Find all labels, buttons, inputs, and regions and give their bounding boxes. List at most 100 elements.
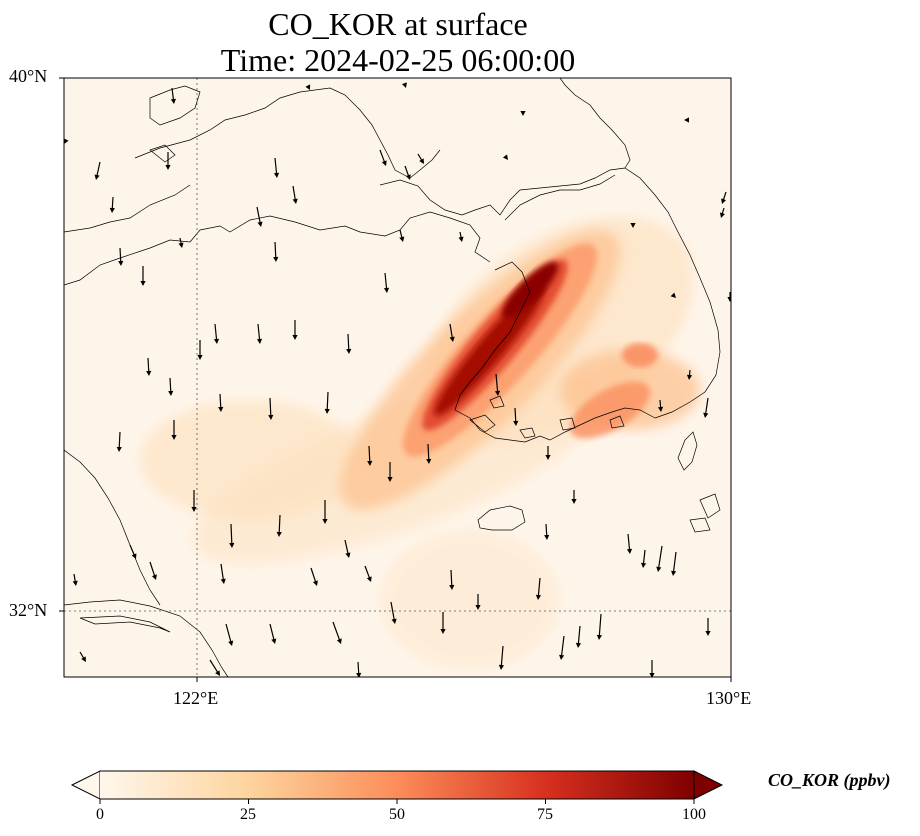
wind-arrow bbox=[498, 645, 505, 670]
wind-arrow bbox=[684, 117, 689, 123]
wind-arrow bbox=[322, 500, 328, 524]
wind-arrow bbox=[575, 625, 582, 648]
wind-arrow bbox=[140, 266, 146, 286]
wind-arrow bbox=[276, 514, 282, 537]
map-title: CO_KOR at surface bbox=[268, 6, 528, 42]
wind-arrow bbox=[149, 561, 157, 580]
wind-arrow bbox=[657, 399, 664, 412]
wind-arrow bbox=[305, 84, 311, 90]
colorbar-tick-50: 50 bbox=[389, 806, 405, 823]
wind-arrow bbox=[220, 563, 226, 584]
wind-arrow bbox=[475, 594, 481, 610]
wind-arrow bbox=[721, 191, 727, 204]
map-frame bbox=[63, 77, 732, 678]
colorbar-tick-75: 75 bbox=[537, 806, 553, 823]
wind-arrow bbox=[535, 577, 542, 600]
wind-arrow bbox=[292, 185, 298, 204]
wind-arrow bbox=[417, 153, 424, 164]
wind-arrow bbox=[379, 149, 387, 166]
colorbar-gradient bbox=[100, 771, 694, 799]
wind-arrow bbox=[109, 196, 115, 213]
wind-arrow bbox=[256, 206, 263, 227]
colorbar-tick-100: 100 bbox=[682, 806, 706, 823]
wind-arrow bbox=[670, 292, 676, 298]
wind-arrow bbox=[129, 544, 137, 559]
wind-arrow bbox=[401, 82, 407, 88]
wind-arrow bbox=[559, 635, 565, 660]
wind-vectors bbox=[64, 82, 731, 677]
wind-arrow bbox=[387, 462, 393, 482]
wind-arrow bbox=[72, 573, 78, 586]
wind-arrow bbox=[364, 565, 372, 582]
coastlines bbox=[64, 78, 721, 677]
wind-arrow bbox=[146, 357, 152, 376]
wind-arrow bbox=[383, 272, 390, 293]
wind-arrow bbox=[168, 377, 174, 396]
wind-arrow bbox=[273, 241, 279, 262]
map-time: Time: 2024-02-25 06:00:00 bbox=[220, 42, 576, 78]
wind-arrow bbox=[367, 445, 373, 466]
wind-arrow bbox=[118, 247, 124, 266]
wind-arrow bbox=[218, 393, 224, 412]
colorbar-extend-high bbox=[693, 770, 724, 800]
wind-arrow bbox=[494, 373, 501, 396]
lat-label-40n: 40°N bbox=[9, 66, 48, 86]
wind-arrow bbox=[404, 165, 411, 180]
wind-arrow bbox=[571, 490, 577, 504]
wind-arrow bbox=[458, 231, 464, 242]
colorbar-tick-25: 25 bbox=[240, 806, 256, 823]
wind-arrow bbox=[310, 567, 318, 586]
wind-arrow bbox=[344, 539, 351, 558]
wind-arrow bbox=[727, 292, 731, 302]
colorbar-label: CO_KOR (ppbv) bbox=[768, 770, 891, 790]
wind-arrow bbox=[449, 569, 455, 590]
wind-arrow bbox=[640, 549, 647, 568]
wind-arrow bbox=[545, 446, 551, 460]
wind-arrow bbox=[502, 154, 508, 160]
wind-arrow bbox=[449, 323, 455, 342]
wind-arrow bbox=[356, 661, 362, 677]
wind-arrow bbox=[209, 659, 220, 676]
lat-label-32n: 32°N bbox=[9, 600, 48, 620]
wind-arrow bbox=[544, 523, 550, 540]
wind-arrow bbox=[596, 613, 602, 640]
wind-arrow bbox=[390, 601, 397, 624]
wind-arrow bbox=[649, 660, 655, 677]
wind-arrow bbox=[703, 397, 709, 418]
wind-arrow bbox=[324, 391, 330, 414]
wind-arrow bbox=[269, 623, 277, 644]
axis-ticks bbox=[59, 77, 732, 682]
wind-arrow bbox=[268, 397, 274, 420]
wind-arrow bbox=[64, 138, 69, 144]
wind-arrow bbox=[630, 223, 636, 228]
wind-arrow bbox=[191, 490, 197, 512]
wind-arrow bbox=[165, 152, 171, 170]
wind-arrow bbox=[273, 157, 280, 178]
wind-arrow bbox=[79, 651, 86, 662]
wind-arrow bbox=[178, 237, 184, 248]
wind-arrow bbox=[705, 618, 711, 636]
wind-arrow bbox=[213, 323, 220, 344]
wind-arrow bbox=[719, 207, 725, 218]
wind-arrow bbox=[656, 545, 663, 572]
lon-label-130e: 130°E bbox=[706, 688, 752, 708]
wind-arrow bbox=[513, 407, 519, 426]
wind-arrow bbox=[346, 333, 352, 354]
colorbar-tick-0: 0 bbox=[96, 806, 104, 823]
colorbar-extend-low bbox=[70, 770, 101, 800]
wind-arrow bbox=[229, 523, 235, 548]
lon-label-122e: 122°E bbox=[173, 688, 219, 708]
wind-arrow bbox=[686, 369, 693, 380]
wind-arrow bbox=[292, 320, 298, 340]
wind-arrow bbox=[671, 551, 677, 576]
wind-arrow bbox=[256, 323, 263, 344]
wind-arrow bbox=[225, 623, 234, 646]
wind-arrow bbox=[520, 111, 526, 116]
wind-arrow bbox=[171, 420, 177, 440]
wind-arrow bbox=[94, 161, 101, 180]
wind-arrow bbox=[626, 533, 633, 554]
wind-arrow bbox=[426, 443, 432, 464]
gridlines bbox=[64, 78, 731, 677]
wind-arrow bbox=[440, 612, 446, 634]
wind-arrow bbox=[170, 87, 176, 104]
